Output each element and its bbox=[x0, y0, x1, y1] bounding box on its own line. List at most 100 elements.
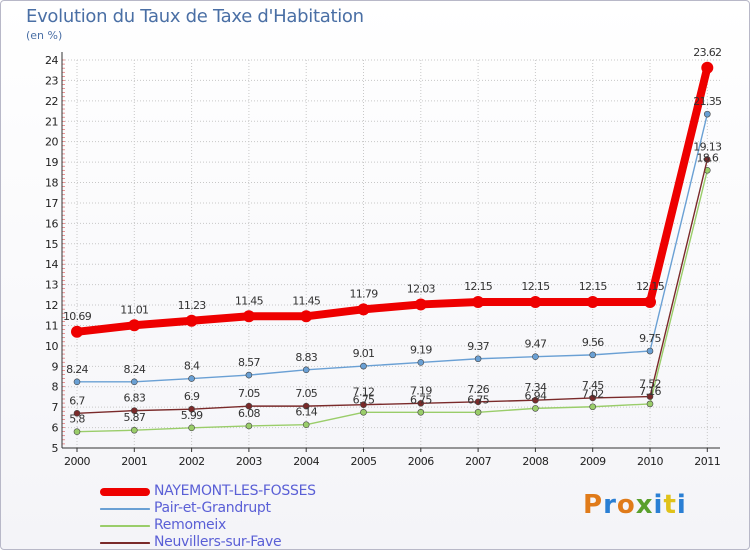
data-point bbox=[302, 421, 310, 429]
y-tick-label: 24 bbox=[45, 54, 58, 67]
logo-letter: x bbox=[635, 490, 654, 520]
data-point bbox=[360, 408, 367, 416]
proxiti-logo: Proxiti bbox=[583, 490, 687, 520]
x-tick-label: 2000 bbox=[64, 455, 90, 468]
data-label: 7.05 bbox=[295, 387, 317, 400]
x-tick-label: 2009 bbox=[580, 455, 606, 468]
data-point bbox=[532, 353, 539, 361]
data-label: 6.83 bbox=[123, 392, 145, 405]
data-point bbox=[586, 295, 599, 308]
data-point bbox=[474, 398, 482, 406]
logo-letter: i bbox=[653, 490, 664, 520]
data-point bbox=[701, 61, 714, 74]
y-tick-label: 19 bbox=[45, 156, 58, 169]
chart-title: Evolution du Taux de Taxe d'Habitation bbox=[26, 6, 364, 27]
legend-swatch bbox=[100, 542, 150, 544]
legend-swatch bbox=[100, 508, 150, 510]
data-point bbox=[532, 396, 539, 404]
data-point bbox=[357, 303, 370, 316]
data-label: 6.94 bbox=[525, 389, 547, 402]
data-point bbox=[71, 325, 83, 338]
x-tick-label: 2010 bbox=[637, 455, 663, 468]
legend-swatch bbox=[100, 525, 150, 527]
logo-letter: i bbox=[676, 490, 687, 520]
y-tick-label: 21 bbox=[45, 115, 58, 128]
data-point bbox=[242, 310, 255, 323]
data-label: 6.7 bbox=[69, 394, 85, 407]
data-label: 19.13 bbox=[693, 140, 722, 153]
x-tick-label: 2003 bbox=[236, 455, 262, 468]
y-tick-label: 16 bbox=[45, 217, 58, 230]
y-tick-label: 6 bbox=[52, 422, 59, 435]
data-point bbox=[529, 295, 542, 308]
data-point bbox=[646, 347, 654, 355]
data-point bbox=[128, 319, 141, 332]
data-label: 8.24 bbox=[123, 363, 145, 376]
data-point bbox=[589, 394, 597, 402]
data-label: 12.15 bbox=[464, 280, 493, 293]
legend-label: Pair-et-Grandrupt bbox=[154, 500, 271, 516]
data-point bbox=[589, 351, 597, 359]
data-point bbox=[532, 405, 539, 412]
data-label: 6.14 bbox=[295, 406, 317, 419]
y-tick-label: 18 bbox=[45, 177, 58, 190]
data-point bbox=[131, 407, 138, 414]
data-label: 7.05 bbox=[238, 387, 260, 400]
data-point bbox=[188, 405, 195, 413]
data-label: 7.02 bbox=[582, 388, 604, 401]
y-tick-label: 8 bbox=[52, 381, 59, 394]
y-tick-label: 12 bbox=[45, 299, 58, 312]
data-label: 11.79 bbox=[350, 287, 379, 300]
data-label: 7.19 bbox=[410, 384, 432, 397]
data-label: 9.56 bbox=[582, 336, 604, 349]
data-point bbox=[417, 399, 425, 407]
logo-letter: o bbox=[616, 490, 636, 520]
axes: 5 6 7 8 9 10 11 12 13 14 15 16 17 18 19 20 21 22 23 24 2000 2… bbox=[45, 52, 721, 468]
data-point bbox=[131, 426, 138, 434]
data-point bbox=[646, 393, 654, 400]
data-point bbox=[474, 408, 482, 416]
y-tick-label: 22 bbox=[45, 95, 58, 108]
data-label: 6.75 bbox=[410, 393, 432, 406]
x-tick-label: 2007 bbox=[465, 455, 491, 468]
data-point bbox=[417, 408, 425, 416]
grid bbox=[62, 59, 720, 449]
series-line-3 bbox=[76, 158, 708, 414]
data-point bbox=[703, 110, 711, 118]
data-label: 12.15 bbox=[579, 280, 608, 293]
y-tick-label: 5 bbox=[52, 442, 59, 455]
data-label: 7.34 bbox=[525, 381, 547, 394]
y-tick-label: 15 bbox=[45, 238, 58, 251]
data-label: 9.01 bbox=[353, 347, 375, 360]
data-point bbox=[185, 314, 198, 327]
data-point bbox=[245, 402, 253, 410]
data-label: 9.47 bbox=[525, 338, 547, 351]
data-label: 6.75 bbox=[353, 393, 375, 406]
data-point bbox=[245, 422, 253, 430]
data-label: 7.12 bbox=[353, 386, 375, 399]
data-point bbox=[73, 428, 81, 435]
data-label: 6.08 bbox=[238, 407, 260, 420]
data-label: 9.19 bbox=[410, 343, 432, 356]
series-lines bbox=[71, 61, 714, 435]
data-label: 8.4 bbox=[184, 360, 200, 373]
x-tick-label: 2011 bbox=[694, 455, 720, 468]
data-label: 12.15 bbox=[636, 280, 665, 293]
data-point bbox=[360, 401, 367, 409]
x-tick-label: 2005 bbox=[351, 455, 377, 468]
data-point bbox=[245, 371, 253, 379]
chart-subtitle: (en %) bbox=[26, 29, 63, 42]
x-tick-label: 2006 bbox=[408, 455, 434, 468]
data-point bbox=[474, 355, 482, 363]
data-point bbox=[589, 403, 597, 411]
legend-swatch bbox=[100, 488, 150, 496]
data-label: 11.45 bbox=[235, 294, 264, 307]
data-point bbox=[188, 424, 195, 432]
y-tick-label: 11 bbox=[45, 319, 58, 332]
data-labels: 8.24 8.24 8.4 8.57 8.83 9.01 9.19 9.37 9.47 9.56 9… bbox=[63, 46, 723, 426]
x-tick-label: 2008 bbox=[522, 455, 548, 468]
data-label: 10.69 bbox=[63, 310, 92, 323]
data-label: 7.45 bbox=[582, 379, 604, 392]
data-point bbox=[360, 362, 367, 370]
